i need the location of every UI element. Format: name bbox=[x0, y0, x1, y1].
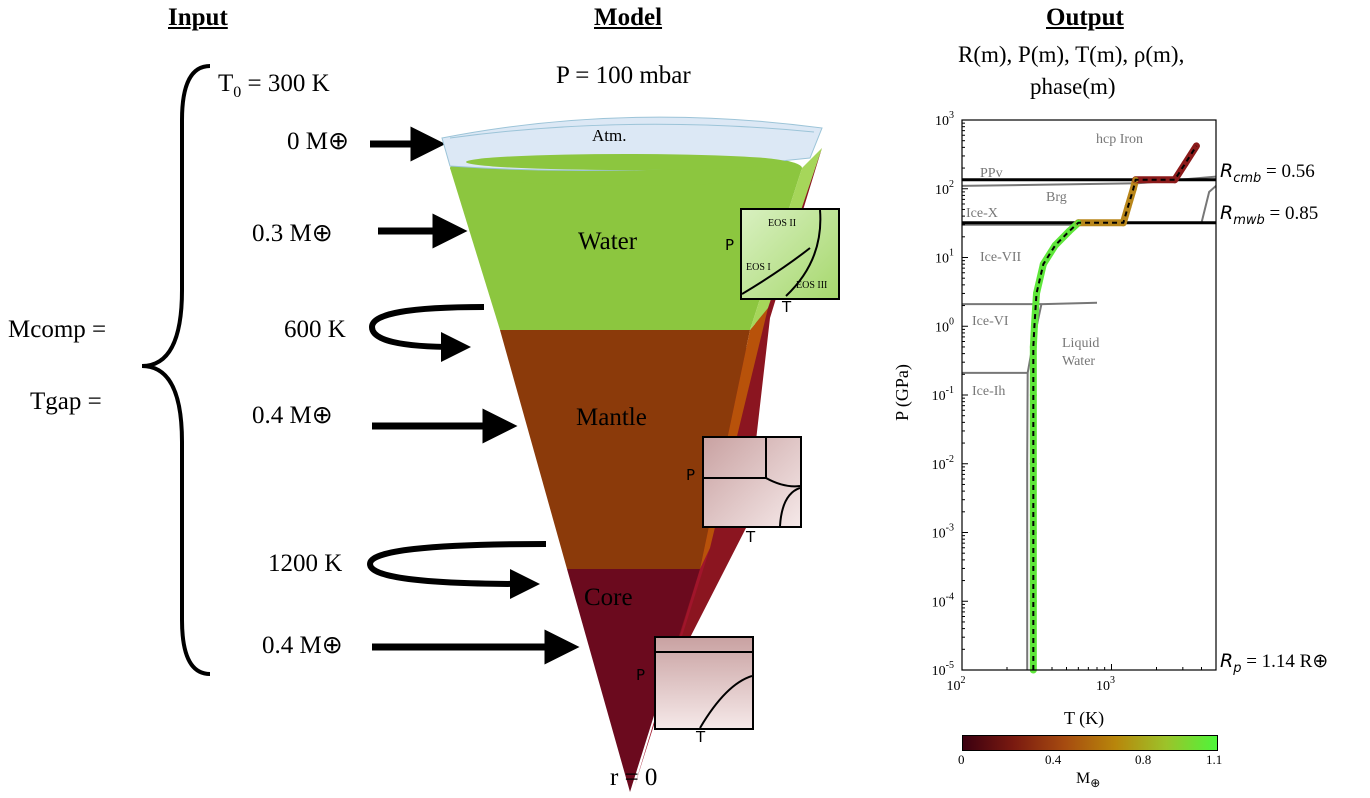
y-tick-label: 101 bbox=[935, 248, 954, 267]
profile-point bbox=[1033, 290, 1040, 297]
phase-label-hcp: hcp Iron bbox=[1096, 132, 1144, 147]
y-tick-label: 10-2 bbox=[932, 454, 954, 473]
core-inset-t: T bbox=[696, 728, 706, 746]
phase-label-icevii: Ice-VII bbox=[980, 250, 1022, 265]
mantle-inset-t: T bbox=[746, 528, 756, 546]
rp-annotation: Rp = 1.14 R⊕ bbox=[1220, 650, 1329, 676]
output-subtitle-1: R(m), P(m), T(m), ρ(m), bbox=[958, 42, 1185, 67]
input-brace bbox=[141, 64, 211, 676]
core-inset-p: P bbox=[636, 666, 646, 684]
mass-colorbar bbox=[962, 735, 1218, 751]
colorbar-tick-0: 0 bbox=[958, 752, 965, 767]
input-temp-gap-2: 1200 K bbox=[268, 550, 343, 577]
water-inset-p: P bbox=[725, 236, 735, 254]
layer-label-water: Water bbox=[578, 228, 638, 255]
x-tick-label: 103 bbox=[1096, 675, 1115, 694]
phase-label-brg: Brg bbox=[1046, 190, 1067, 205]
input-mass-3: 0.4 M⊕ bbox=[262, 630, 343, 659]
axis-ticks: 10-5 10-4 10-3 10-2 10-1 100 101 102 103 102 103 bbox=[932, 110, 1217, 694]
layer-label-atm: Atm. bbox=[592, 126, 627, 145]
x-tick-label: 102 bbox=[947, 675, 966, 694]
pressure-top-label: P = 100 mbar bbox=[556, 62, 691, 89]
y-tick-label: 10-5 bbox=[932, 660, 954, 679]
profile-dashed-line bbox=[1032, 145, 1198, 670]
phase-label-icex: Ice-X bbox=[966, 206, 998, 221]
colorbar-label: M⊕ bbox=[1076, 770, 1101, 791]
colorbar-tick-2: 0.8 bbox=[1135, 752, 1152, 767]
center-label: r = 0 bbox=[610, 764, 658, 791]
phase-diagram-plot: 10-5 10-4 10-3 10-2 10-1 100 101 102 103 102 103 bbox=[932, 110, 1217, 694]
input-temp-gap-1: 600 K bbox=[284, 316, 346, 343]
water-inset-t: T bbox=[782, 298, 792, 316]
phase-label-water: Water bbox=[1062, 354, 1096, 369]
model-header: Model bbox=[594, 4, 663, 31]
profile-point bbox=[1030, 343, 1037, 350]
water-inset: EOS II EOS I EOS III bbox=[740, 208, 840, 300]
profile-point bbox=[1171, 176, 1178, 183]
phase-label-liquid: Liquid bbox=[1062, 336, 1100, 351]
input-mass-1: 0.3 M⊕ bbox=[252, 218, 333, 247]
input-mass-0: 0 M⊕ bbox=[287, 126, 349, 155]
profile-point bbox=[1030, 598, 1037, 605]
profile-point bbox=[1030, 460, 1037, 467]
eos-ii-label: EOS II bbox=[768, 218, 797, 229]
layer-label-mantle: Mantle bbox=[576, 404, 647, 431]
phase-label-ppv: PPv bbox=[980, 166, 1003, 181]
rcmb-annotation: Rcmb = 0.56 bbox=[1220, 160, 1315, 186]
rmwb-annotation: Rmwb = 0.85 bbox=[1220, 202, 1319, 228]
output-subtitle-2: phase(m) bbox=[1030, 74, 1116, 99]
core-inset bbox=[654, 636, 754, 730]
phase-label-icevi: Ice-VI bbox=[972, 314, 1009, 329]
layer-label-core: Core bbox=[584, 584, 633, 611]
colorbar-tick-1: 0.4 bbox=[1045, 752, 1062, 767]
y-tick-label: 10-4 bbox=[932, 591, 954, 610]
y-tick-label: 10-3 bbox=[932, 523, 954, 542]
arrow-temp-gap-1 bbox=[368, 304, 485, 362]
x-axis-label: T (K) bbox=[1064, 708, 1105, 728]
phase-boundary-vi-vii bbox=[962, 301, 1098, 306]
tgap-label: Tgap = bbox=[30, 388, 102, 415]
eos-i-label: EOS I bbox=[746, 262, 771, 273]
y-tick-label: 103 bbox=[935, 110, 954, 129]
input-arrows bbox=[366, 126, 580, 665]
input-mass-2: 0.4 M⊕ bbox=[252, 400, 333, 429]
phase-boundary-melt-right bbox=[1200, 185, 1217, 224]
y-tick-label: 10-1 bbox=[932, 385, 954, 404]
mcomp-label: Mcomp = bbox=[8, 316, 107, 343]
y-tick-label: 100 bbox=[935, 316, 954, 335]
mantle-inset-p: P bbox=[686, 466, 696, 484]
colorbar-tick-3: 1.1 bbox=[1206, 752, 1223, 767]
core-layer bbox=[567, 569, 700, 792]
y-tick-label: 102 bbox=[935, 179, 954, 198]
water-layer bbox=[450, 168, 802, 330]
t0-label: T0 = 300 K bbox=[218, 70, 330, 101]
output-header: Output bbox=[1046, 4, 1124, 31]
arrow-temp-gap-2 bbox=[366, 541, 547, 599]
phase-label-iceih: Ice-Ih bbox=[972, 384, 1006, 399]
eos-iii-label: EOS III bbox=[796, 280, 828, 291]
mantle-layer bbox=[500, 330, 750, 569]
y-axis-label: P (GPa) bbox=[891, 364, 912, 421]
mantle-inset bbox=[702, 436, 802, 528]
profile-series bbox=[1029, 142, 1200, 674]
input-header: Input bbox=[168, 4, 228, 31]
